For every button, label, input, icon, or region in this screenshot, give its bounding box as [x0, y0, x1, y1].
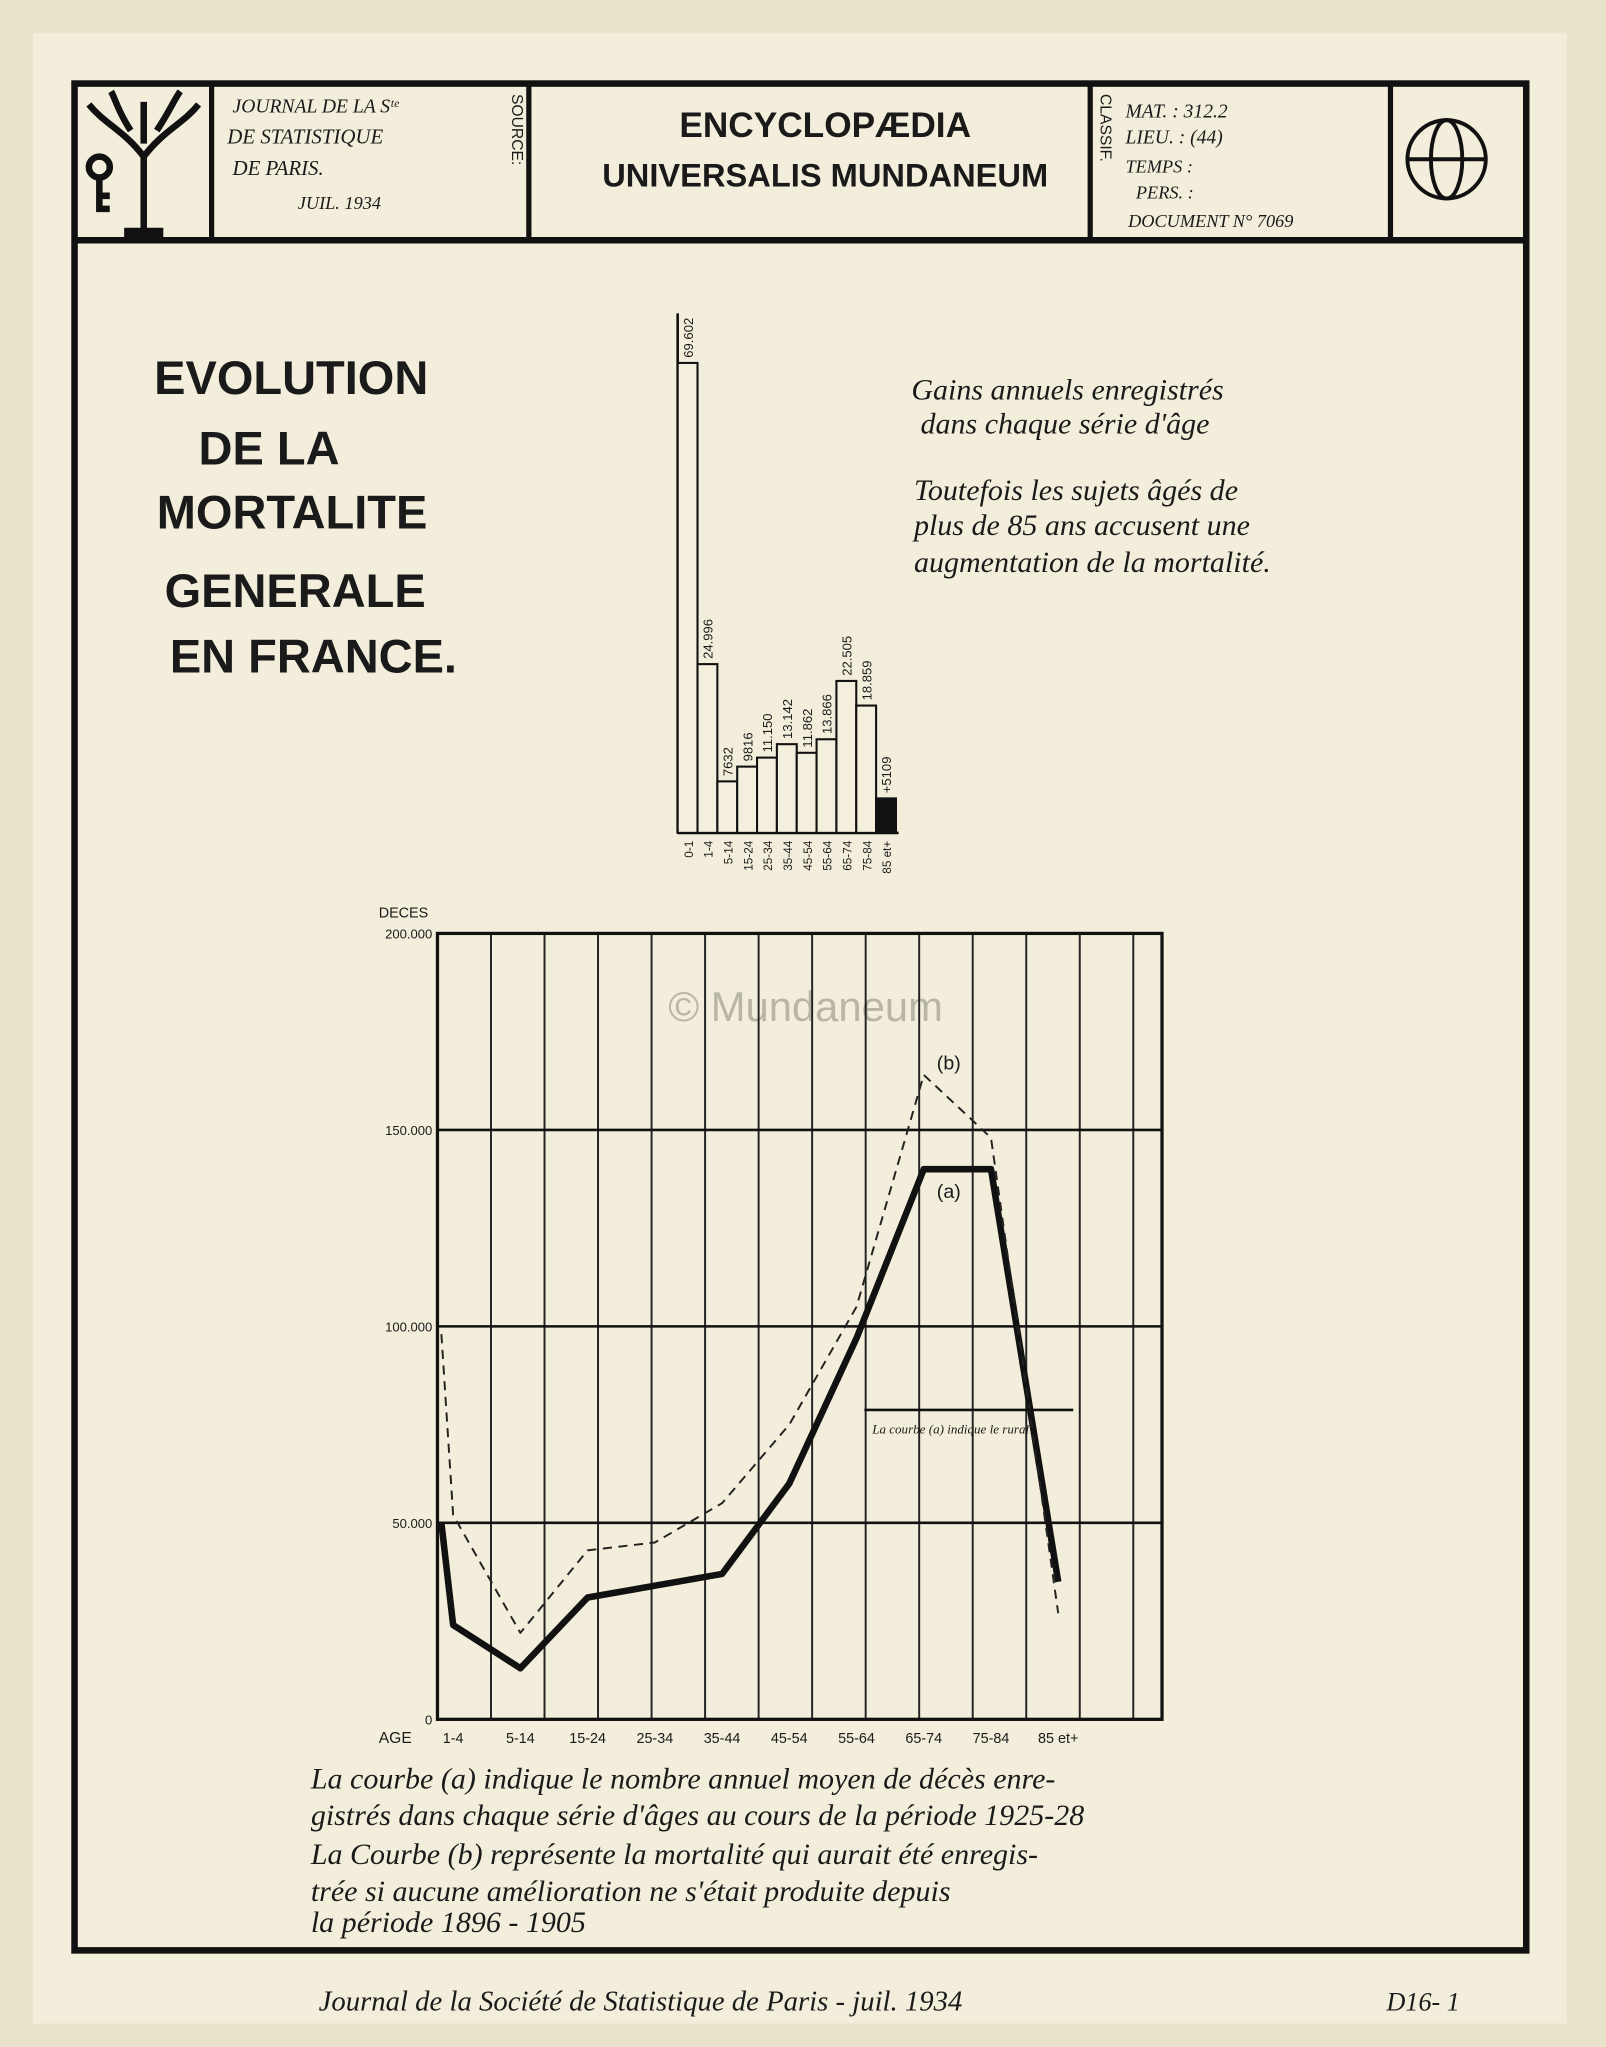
bar	[835, 679, 858, 834]
classif-label: CLASSIF.	[1097, 94, 1114, 162]
bar	[775, 743, 798, 834]
bar	[855, 704, 878, 834]
note-line: plus de 85 ans accusent une	[912, 509, 1250, 542]
y-tick-label: 150.000	[385, 1123, 432, 1138]
caption-line: La Courbe (b) représente la mortalité qu…	[310, 1838, 1038, 1871]
bar	[875, 797, 897, 834]
x-tick-label: 15-24	[569, 1731, 606, 1747]
note-line: Toutefois les sujets âgés de	[914, 474, 1238, 507]
category-label: 55-64	[822, 840, 835, 870]
bar	[716, 780, 739, 834]
caption-line: trée si aucune amélioration ne s'était p…	[311, 1875, 951, 1908]
globe-icon	[1405, 118, 1488, 201]
bar	[815, 738, 838, 834]
x-tick-label: 75-84	[973, 1731, 1010, 1747]
y-tick-label: 0	[425, 1713, 432, 1728]
value-label: 24.996	[701, 619, 716, 659]
classif-line: PERS. :	[1135, 182, 1194, 202]
y-tick-label: 50.000	[392, 1516, 432, 1531]
encyclopedia-name: ENCYCLOPÆDIA	[679, 106, 971, 145]
classif-line: LIEU. : (44)	[1124, 128, 1222, 149]
category-label: 35-44	[782, 840, 795, 870]
category-label: 85 et+	[881, 841, 894, 874]
value-label: 69.602	[681, 318, 696, 358]
caption-line: La courbe (a) indique le nombre annuel m…	[310, 1763, 1056, 1796]
logo	[85, 89, 202, 237]
classif-line: DOCUMENT N° 7069	[1127, 211, 1293, 231]
frame	[71, 80, 1530, 1954]
x-tick-label: 45-54	[771, 1731, 808, 1747]
footer-code: D16- 1	[1386, 1987, 1460, 2016]
source-line: JUIL. 1934	[298, 193, 381, 213]
series-label: (b)	[937, 1053, 961, 1075]
note-line: dans chaque série d'âge	[920, 407, 1209, 440]
bar	[756, 756, 778, 834]
title-line: DE LA	[199, 422, 340, 475]
title-line: GENERALE	[165, 564, 426, 617]
category-label: 25-34	[762, 840, 775, 870]
value-label: 13.142	[780, 699, 795, 739]
note-line: augmentation de la mortalité.	[914, 546, 1271, 579]
bar	[736, 765, 759, 834]
footer-source: Journal de la Société de Statistique de …	[319, 1985, 963, 2017]
classif-line: MAT. : 312.2	[1124, 101, 1227, 122]
classif-line: TEMPS :	[1125, 156, 1192, 176]
note-line: Gains annuels enregistrés	[911, 373, 1223, 406]
value-label: 7632	[721, 747, 736, 776]
series-line	[438, 1165, 1062, 1672]
value-label: +5109	[879, 757, 894, 794]
y-tick-label: 200.000	[385, 927, 432, 942]
series-line	[440, 1073, 1060, 1634]
encyclopedia-name: UNIVERSALIS MUNDANEUM	[602, 157, 1048, 194]
annotation: La courbe (a) indique le rural	[871, 1421, 1029, 1436]
x-tick-label: 65-74	[905, 1731, 942, 1747]
title-line: EN FRANCE.	[170, 629, 457, 682]
bar	[795, 751, 818, 834]
y-axis-label: DECES	[379, 906, 428, 922]
category-label: 75-84	[861, 840, 874, 870]
source-label: SOURCE:	[508, 94, 525, 165]
watermark: © Mundaneum	[668, 983, 943, 1030]
source-line: DE STATISTIQUE	[226, 125, 383, 149]
bar	[696, 663, 719, 834]
category-label: 5-14	[723, 840, 736, 864]
value-label: 13.866	[820, 694, 835, 734]
x-tick-label: 35-44	[704, 1731, 741, 1747]
series-label: (a)	[937, 1181, 961, 1203]
bar	[676, 361, 699, 834]
x-axis-label: AGE	[379, 1730, 412, 1747]
title-line: EVOLUTION	[154, 351, 428, 404]
x-tick-label: 1-4	[443, 1731, 464, 1747]
paper	[32, 32, 1567, 2024]
title-line: MORTALITE	[157, 486, 428, 539]
category-label: 15-24	[742, 840, 755, 870]
x-tick-label: 85 et+	[1038, 1731, 1078, 1747]
value-label: 11.150	[760, 713, 775, 752]
caption-line: gistrés dans chaque série d'âges au cour…	[311, 1799, 1084, 1832]
category-label: 45-54	[802, 840, 815, 870]
source-line: JOURNAL DE LA Sᵗᵉ	[233, 96, 400, 117]
value-label: 9816	[740, 732, 755, 761]
category-label: 0-1	[683, 841, 696, 858]
x-tick-label: 5-14	[506, 1731, 535, 1747]
category-label: 65-74	[842, 840, 855, 870]
x-tick-label: 25-34	[636, 1731, 673, 1747]
caption-line: la période 1896 - 1905	[311, 1906, 586, 1939]
value-label: 18.859	[859, 660, 874, 700]
y-tick-label: 100.000	[385, 1320, 432, 1335]
value-label: 22.505	[840, 636, 855, 676]
value-label: 11.862	[800, 709, 815, 748]
source-line: DE PARIS.	[232, 156, 324, 180]
category-label: 1-4	[703, 840, 716, 857]
x-tick-label: 55-64	[838, 1731, 875, 1747]
